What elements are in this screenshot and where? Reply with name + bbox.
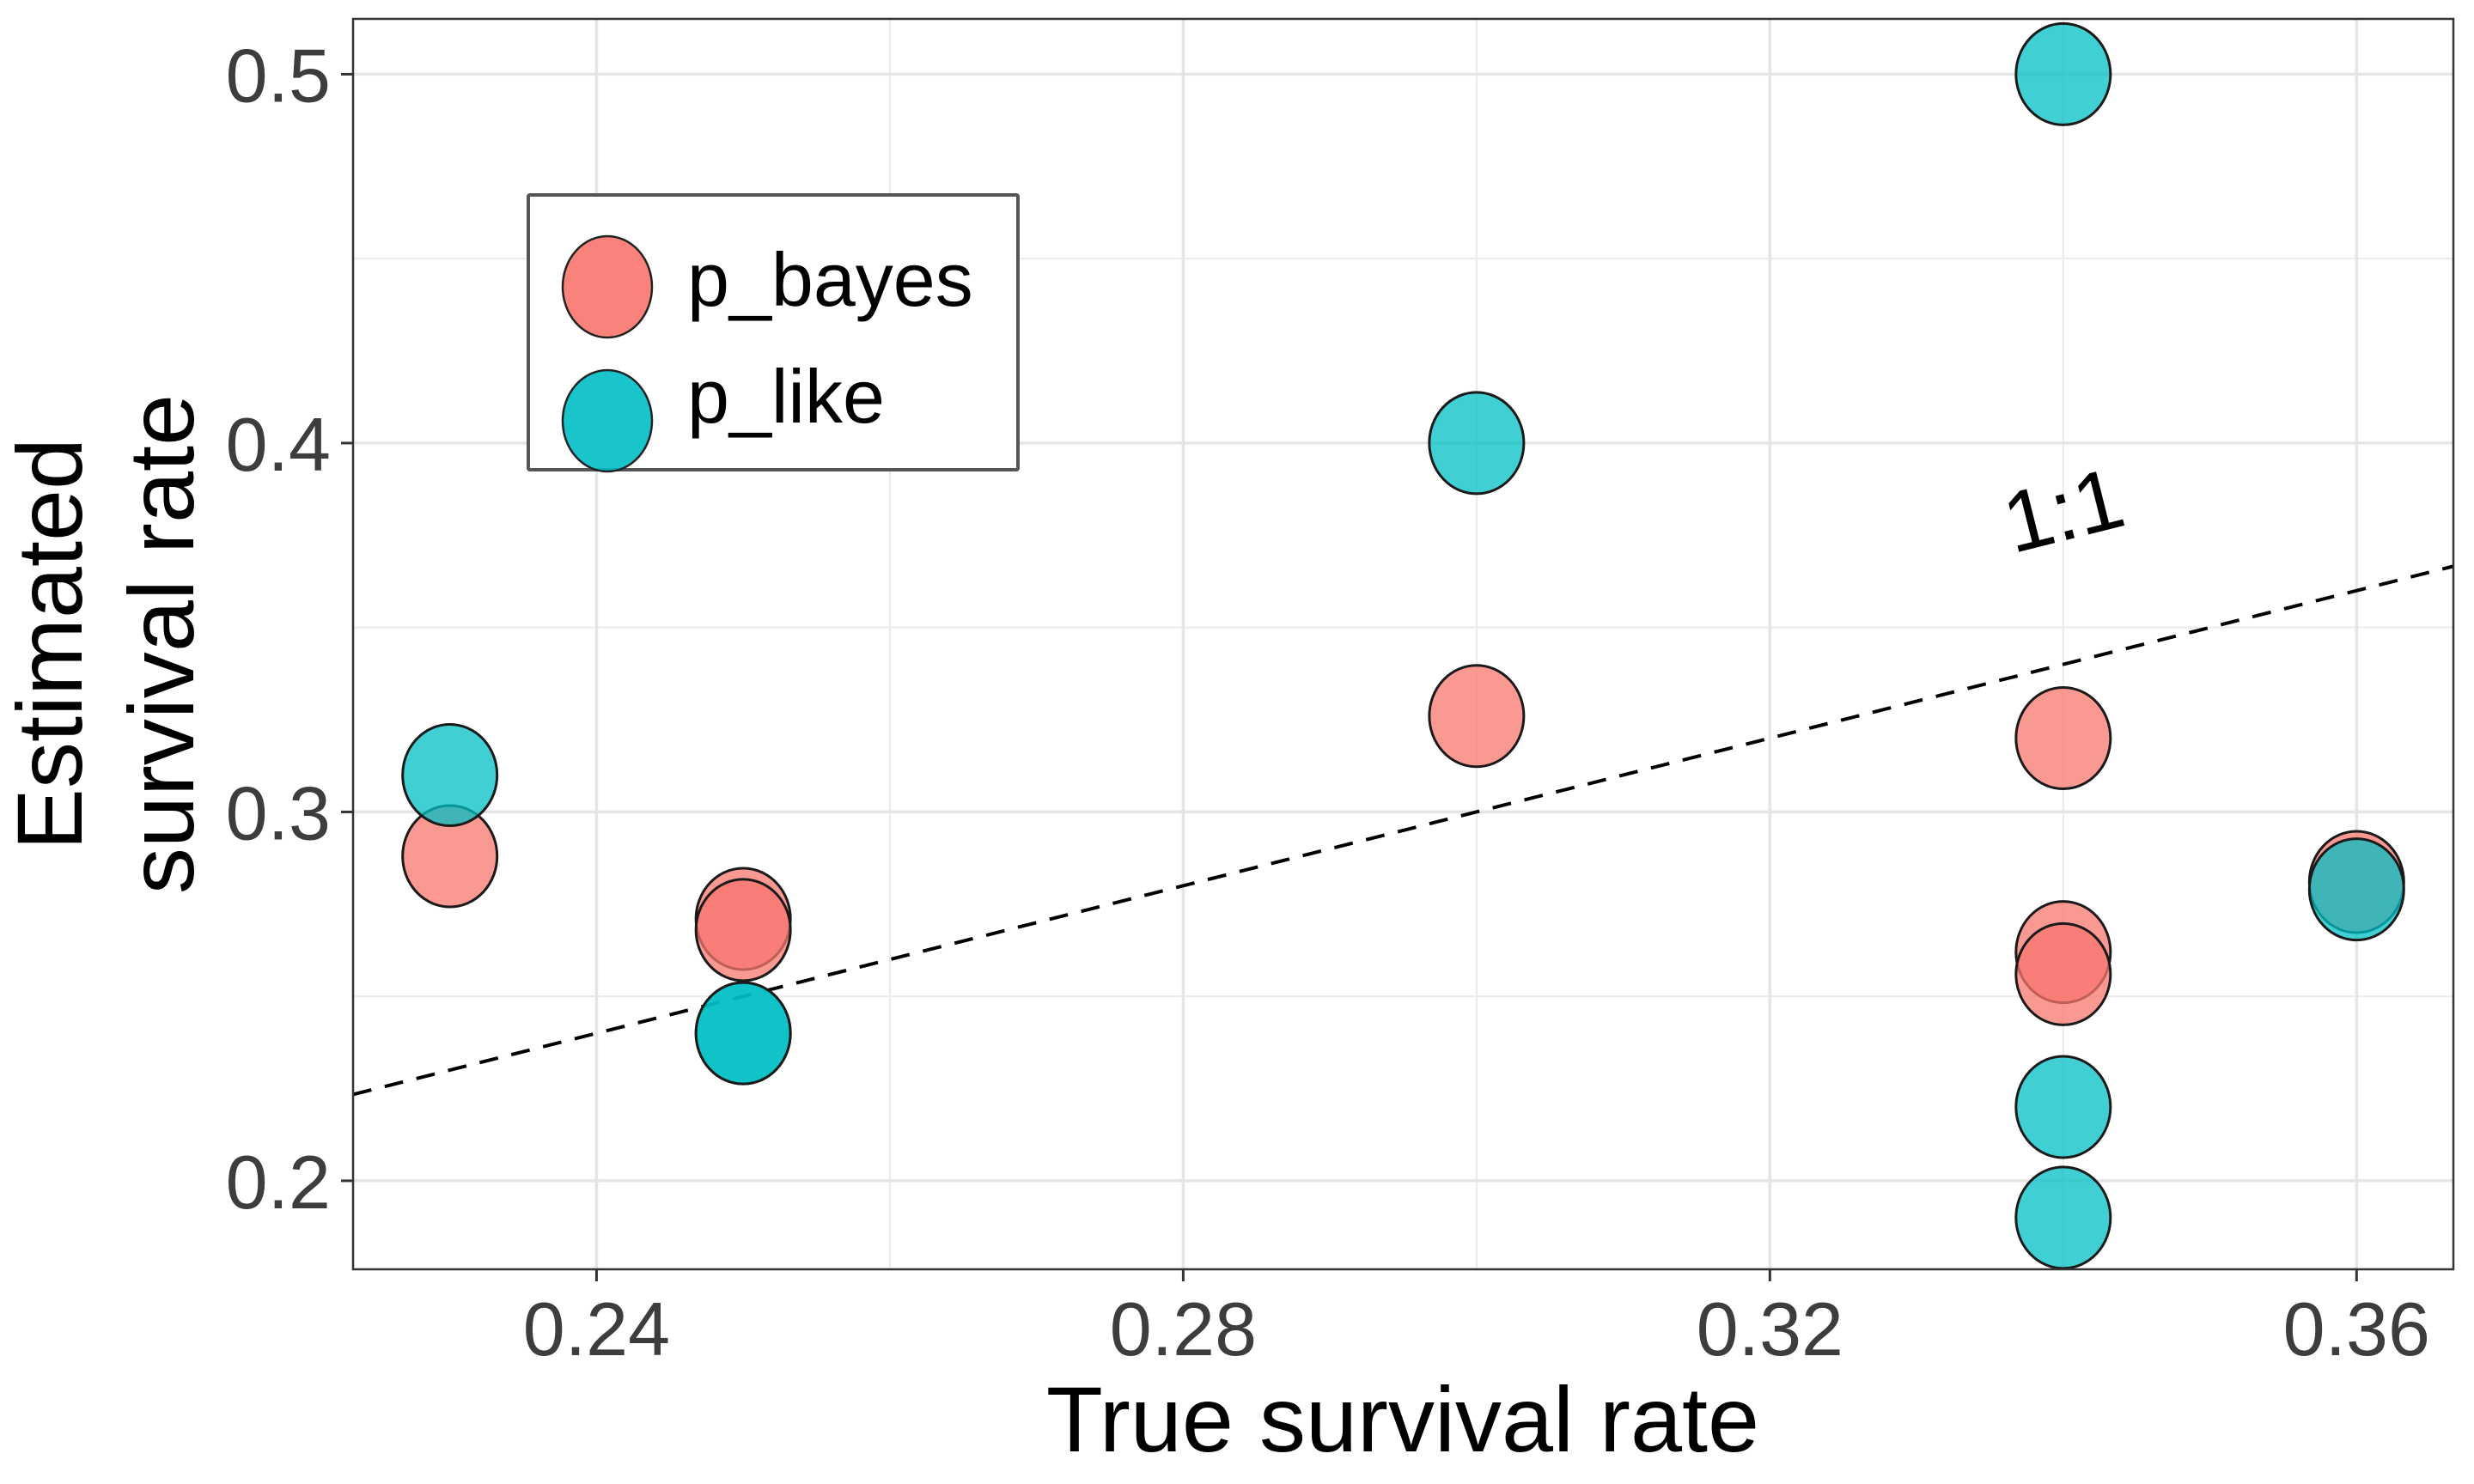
legend-label-p-bayes: p_bayes — [687, 237, 973, 322]
y-tick-label: 0.5 — [226, 33, 331, 118]
y-axis-title: Estimated survival rate — [0, 394, 213, 894]
legend-box — [527, 193, 1020, 471]
point-p-bayes — [1428, 664, 1526, 769]
y-axis-title-line-2: survival rate — [109, 394, 213, 894]
x-tick-label: 0.32 — [1697, 1286, 1843, 1371]
legend-key-p-like — [561, 368, 654, 473]
x-axis-ticks: 0.24 0.28 0.32 0.36 — [523, 1269, 2430, 1371]
series-p-bayes — [401, 664, 2405, 1026]
x-tick-label: 0.24 — [523, 1286, 670, 1371]
legend-key-p-bayes — [561, 234, 654, 339]
point-p-like — [2014, 21, 2112, 126]
plot-panel-border — [351, 17, 2455, 1271]
y-tick-label: 0.4 — [226, 402, 331, 487]
x-tick-label: 0.28 — [1110, 1286, 1257, 1371]
grid-lines — [353, 19, 2453, 1269]
point-p-like — [694, 981, 792, 1086]
legend-label-p-like: p_like — [687, 354, 885, 439]
point-p-like — [2307, 837, 2405, 942]
y-axis-ticks: 0.2 0.3 0.4 0.5 — [226, 33, 353, 1225]
x-tick-label: 0.36 — [2283, 1286, 2430, 1371]
point-p-bayes — [2014, 921, 2112, 1026]
y-tick-label: 0.3 — [226, 770, 331, 855]
legend: p_bayes p_like — [527, 193, 1020, 473]
x-axis-title: True survival rate — [1046, 1367, 1759, 1471]
series-p-like — [401, 21, 2405, 1270]
y-tick-label: 0.2 — [226, 1140, 331, 1225]
point-p-bayes — [2014, 686, 2112, 791]
y-axis-title-line-1: Estimated — [0, 438, 101, 850]
point-p-like — [401, 722, 499, 827]
point-p-like — [2014, 1055, 2112, 1159]
point-p-like — [1428, 391, 1526, 496]
point-p-like — [2014, 1165, 2112, 1270]
point-p-bayes — [694, 878, 792, 982]
